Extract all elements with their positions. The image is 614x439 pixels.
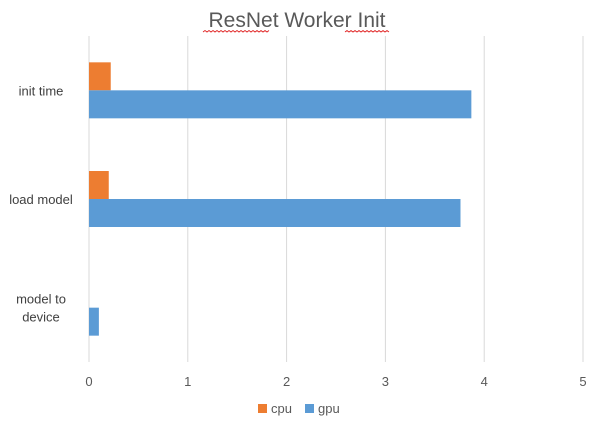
category-labels: init time load model model to device (9, 83, 73, 324)
legend: cpu gpu (258, 401, 340, 416)
legend-swatch-gpu (305, 404, 314, 413)
bar-cpu (89, 171, 109, 199)
legend-swatch-cpu (258, 404, 267, 413)
bar-gpu (89, 307, 99, 336)
category-label: init time (19, 83, 64, 98)
bar-gpu (89, 199, 461, 227)
spellcheck-squiggle (344, 29, 390, 33)
bar-cpu (89, 62, 111, 91)
x-tick-label: 5 (579, 374, 586, 389)
category-label: load model (9, 192, 73, 207)
x-axis-ticks: 0 1 2 3 4 5 (85, 374, 586, 389)
legend-label-gpu: gpu (318, 401, 340, 416)
bars (89, 62, 472, 336)
spellcheck-squiggle (202, 29, 270, 33)
x-tick-label: 0 (85, 374, 92, 389)
x-tick-label: 3 (382, 374, 389, 389)
x-tick-label: 2 (283, 374, 290, 389)
legend-label-cpu: cpu (271, 401, 292, 416)
x-tick-label: 4 (481, 374, 488, 389)
bar-gpu (89, 90, 472, 119)
x-tick-label: 1 (184, 374, 191, 389)
category-label: device (22, 310, 60, 325)
spellcheck-underline (202, 29, 390, 33)
chart-title: ResNet Worker Init (209, 9, 386, 32)
category-label: model to (16, 292, 66, 307)
